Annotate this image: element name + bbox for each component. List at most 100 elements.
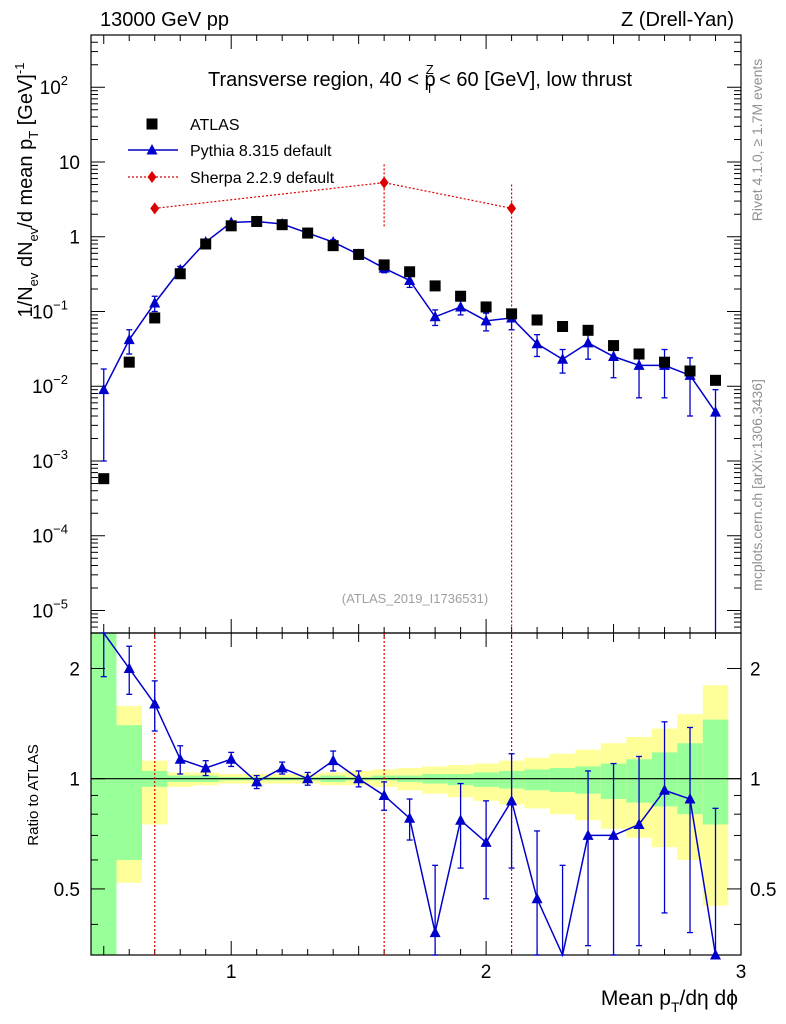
y-tick-label-exp: 2	[61, 73, 68, 88]
analysis-id-label: (ATLAS_2019_I1736531)	[342, 591, 488, 606]
x-axis-label: Mean pT/dη dϕ	[601, 987, 738, 1015]
legend-marker-sherpa	[147, 171, 157, 183]
pythia-point	[123, 333, 135, 345]
atlas-point	[276, 219, 288, 231]
ratio-band-inner-bin	[116, 725, 142, 860]
ratio-band-inner-bin	[702, 719, 729, 825]
atlas-point	[557, 320, 569, 332]
y-tick-label: 10−3	[32, 447, 68, 473]
pythia-ratio-point	[302, 772, 314, 784]
pythia-point	[480, 314, 492, 326]
y-tick-label-exp: −1	[53, 297, 68, 312]
pythia-point	[633, 359, 645, 370]
legend-marker-pythia	[146, 144, 158, 155]
y-tick-label-base: 10	[40, 78, 61, 99]
pythia-ratio-point	[710, 949, 722, 960]
y-tick-label-base: 10	[32, 601, 53, 622]
atlas-point	[98, 473, 110, 485]
ratio-y-tick-label-left: 0.5	[54, 880, 80, 901]
title-sub: T	[426, 81, 434, 96]
pythia-ratio-point	[684, 793, 696, 804]
atlas-point	[659, 356, 671, 368]
pythia-point	[582, 336, 594, 348]
pythia-ratio-point	[429, 926, 441, 938]
pythia-line	[103, 220, 717, 413]
title-sup: Z	[426, 62, 434, 77]
y-tick-label: 102	[40, 73, 68, 99]
legend-marker-atlas	[146, 118, 158, 130]
pythia-ratio-point	[633, 818, 645, 829]
atlas-point	[506, 308, 518, 320]
x-tick-label: 2	[481, 962, 492, 983]
atlas-point	[480, 301, 492, 313]
atlas-point	[327, 240, 339, 252]
ratio-band-inner-bin	[91, 633, 117, 955]
y-tick-label-exp: −3	[53, 447, 68, 462]
mcplots-side-label: mcplots.cern.ch [arXiv:1306.3436]	[749, 379, 765, 591]
ratio-band-inner-bin	[473, 772, 499, 787]
atlas-point	[225, 220, 237, 232]
sherpa-point	[150, 202, 160, 215]
legend-label: Sherpa 2.2.9 default	[190, 170, 335, 187]
y-tick-label: 10−4	[32, 522, 68, 548]
sherpa-point	[379, 176, 389, 189]
x-tick-label: 1	[226, 962, 237, 983]
ylabel-c: /d mean p	[15, 139, 37, 228]
y-tick-label: 1	[69, 228, 80, 249]
atlas-point	[531, 314, 543, 326]
y-tick-label-base: 10	[32, 527, 53, 548]
pythia-ratio-point	[659, 784, 671, 795]
pythia-point	[531, 337, 543, 349]
ylabel-b-sub: ev	[26, 227, 41, 241]
ratio-y-tick-label-right: 0.5	[750, 880, 776, 901]
pythia-ratio-point	[582, 829, 594, 840]
y-tick-label: 10−2	[32, 372, 68, 398]
pythia-point	[149, 296, 161, 308]
legend-label: Pythia 8.315 default	[190, 143, 332, 160]
atlas-point	[200, 238, 212, 250]
main-plot-border	[90, 34, 742, 634]
ratio-y-axis-label: Ratio to ATLAS	[25, 744, 42, 845]
pythia-ratio-point	[404, 812, 416, 823]
y-tick-label-exp: −2	[53, 372, 68, 387]
y-axis-label: 1/Nev dNev/d mean pT [GeV]-1	[12, 63, 41, 318]
ylabel-a-sub: ev	[26, 272, 41, 286]
atlas-point	[582, 324, 594, 336]
pythia-point	[608, 350, 620, 362]
pythia-point	[710, 406, 722, 417]
ratio-band-inner-bin	[447, 774, 474, 786]
y-tick-label-base: 10	[32, 452, 53, 473]
pythia-ratio-point	[455, 814, 467, 825]
ratio-y-tick-label-right: 1	[750, 770, 761, 791]
atlas-point	[455, 290, 467, 302]
pythia-ratio-point	[174, 753, 186, 764]
pythia-ratio-point	[123, 662, 135, 673]
ratio-band-inner-bin	[524, 769, 550, 791]
atlas-point	[149, 312, 161, 324]
pythia-point	[557, 353, 569, 364]
sherpa-point	[507, 202, 517, 215]
xlabel-pre: Mean p	[601, 987, 671, 1010]
ratio-uncertainty-band	[91, 633, 729, 955]
atlas-point	[123, 356, 135, 368]
atlas-point	[633, 348, 645, 360]
y-tick-label-base: 10	[32, 302, 53, 323]
chart-title: Transverse region, 40 < pZ T < 60 [GeV], …	[208, 62, 632, 96]
atlas-point	[684, 365, 696, 377]
y-tick-label-exp: −5	[53, 596, 68, 611]
pythia-ratio-point	[200, 761, 212, 773]
x-tick-label: 3	[736, 962, 747, 983]
xlabel-post: /dη dϕ	[680, 987, 738, 1010]
pythia-point	[429, 310, 441, 322]
legend-label: ATLAS	[190, 117, 240, 134]
ylabel-b: dN	[15, 241, 37, 272]
ylabel-c-sub: T	[26, 131, 41, 139]
pythia-ratio-point	[276, 761, 288, 773]
atlas-point	[251, 215, 263, 227]
ratio-y-tick-label-left: 1	[69, 770, 80, 791]
title-post: < 60 [GeV], low thrust	[434, 69, 633, 91]
rivet-side-label: Rivet 4.1.0, ≥ 1.7M events	[749, 59, 765, 222]
y-tick-label-exp: −4	[53, 522, 68, 537]
